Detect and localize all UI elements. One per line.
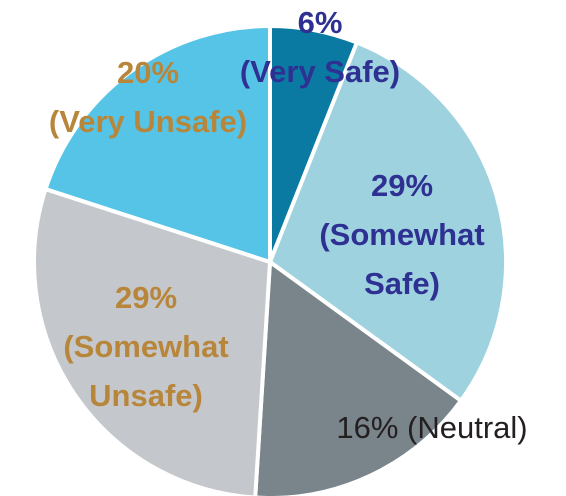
- category-label: (Somewhat Unsafe): [63, 329, 229, 413]
- slice-label: 16% (Neutral): [307, 403, 557, 452]
- slice-label: 29% (Somewhat Safe): [282, 161, 522, 308]
- pie-slice: [253, 258, 464, 496]
- pie-slice: [267, 39, 508, 404]
- category-label: (Very Unsafe): [48, 104, 248, 139]
- value-label: 29%: [114, 280, 178, 315]
- pie-slice: [32, 186, 273, 496]
- category-label: (Neutral): [407, 410, 528, 445]
- slice-label: 29% (Somewhat Unsafe): [26, 273, 266, 420]
- category-label: (Somewhat Safe): [319, 217, 485, 301]
- slice-label: 20% (Very Unsafe): [3, 48, 293, 146]
- pie-slice: [43, 23, 272, 265]
- value-label: 20%: [116, 55, 180, 90]
- value-label: 6%: [297, 5, 343, 40]
- slice-label: 6% (Very Safe): [200, 0, 440, 96]
- value-label: 29%: [370, 168, 434, 203]
- value-label: 16%: [336, 410, 399, 445]
- category-label: (Very Safe): [239, 54, 401, 89]
